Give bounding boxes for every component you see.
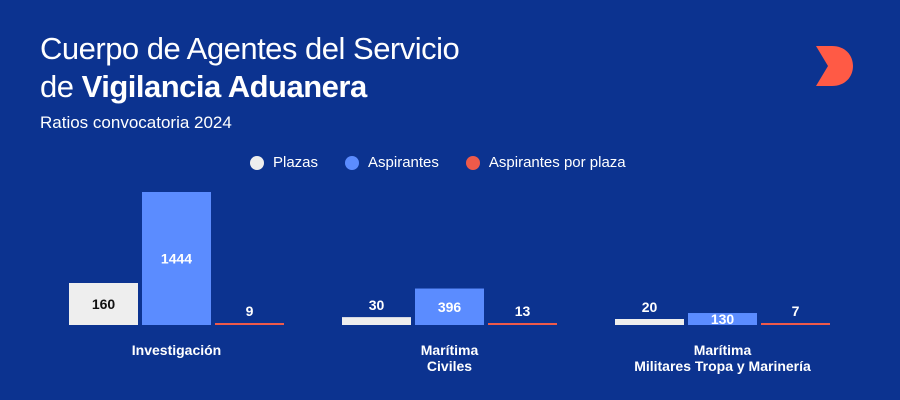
title-line-2: de Vigilancia Aduanera (40, 68, 459, 106)
legend-swatch-aspirantes (345, 155, 360, 170)
bar-aspirantes-2 (688, 313, 757, 325)
bar-label-aspirantes-2: 130 (711, 311, 735, 327)
legend-item-aspirantes: Aspirantes (345, 154, 439, 171)
bar-ratio-2 (761, 323, 830, 325)
category-label-2-0: Marítima (694, 342, 752, 358)
bar-aspirantes-0 (142, 192, 211, 325)
bar-plazas-0 (69, 283, 138, 325)
bar-ratio-0 (215, 323, 284, 325)
chart-title: Cuerpo de Agentes del Servicio de Vigila… (40, 30, 460, 106)
bar-ratio-1 (488, 323, 557, 325)
category-label-0-0: Investigación (132, 342, 221, 358)
title-line-2-bold: Vigilancia Aduanera (81, 69, 368, 104)
bar-plazas-1 (342, 317, 411, 325)
legend-label-aspirantes: Aspirantes (368, 154, 439, 171)
bar-label-plazas-1: 30 (369, 297, 385, 313)
bar-label-ratio-2: 7 (792, 303, 800, 319)
bar-label-aspirantes-1: 396 (438, 299, 462, 315)
d-logo-icon (816, 46, 853, 86)
category-label-1-1: Civiles (427, 358, 472, 374)
chart-subtitle: Ratios convocatoria 2024 (40, 113, 232, 132)
title-line-2-prefix: de (40, 69, 82, 104)
legend-label-ratio: Aspirantes por plaza (488, 154, 626, 171)
chart-legend: Plazas Aspirantes Aspirantes por plaza (250, 154, 653, 171)
bar-plazas-2 (615, 319, 684, 325)
bar-label-aspirantes-0: 1444 (161, 251, 192, 267)
bar-label-plazas-2: 20 (642, 299, 658, 315)
legend-item-ratio: Aspirantes por plaza (465, 154, 626, 171)
category-label-1-0: Marítima (421, 342, 479, 358)
bar-label-ratio-0: 9 (246, 303, 254, 319)
category-label-2-1: Militares Tropa y Marinería (634, 358, 811, 374)
legend-item-plazas: Plazas (250, 154, 318, 171)
bar-label-ratio-1: 13 (515, 303, 531, 319)
legend-swatch-ratio (465, 155, 480, 170)
legend-label-plazas: Plazas (273, 154, 319, 171)
legend-swatch-plazas (250, 155, 264, 170)
bar-aspirantes-1 (415, 288, 484, 325)
bar-label-plazas-0: 160 (92, 296, 116, 312)
title-line-1: Cuerpo de Agentes del Servicio (40, 31, 460, 66)
